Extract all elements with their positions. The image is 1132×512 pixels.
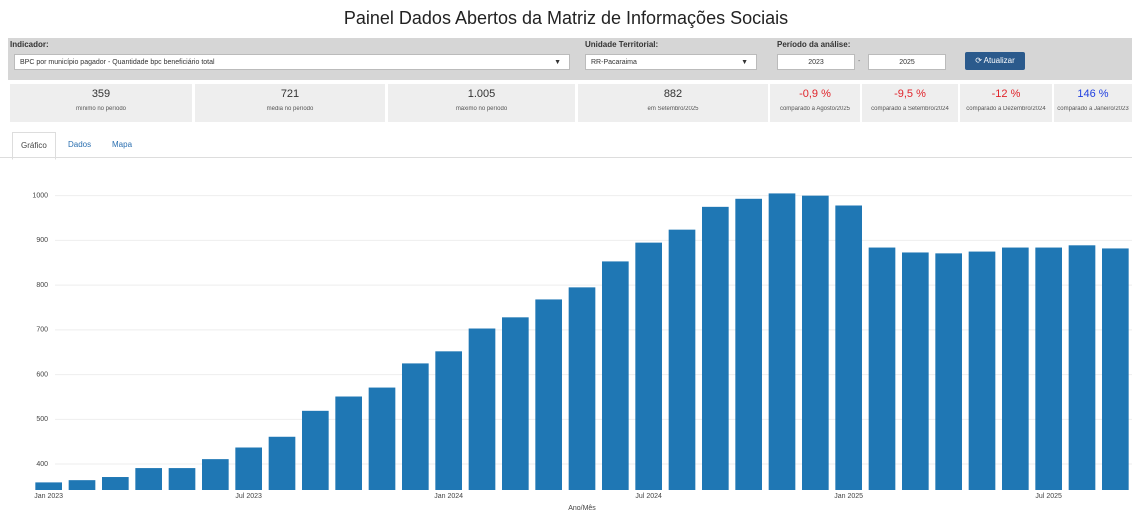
filter-label: Indicador: xyxy=(10,40,49,49)
stat-box: -12 % comparado a Dezembro/2024 xyxy=(960,84,1052,122)
stat-label: média no período xyxy=(266,106,314,112)
stat-label: em Setembro/2025 xyxy=(647,106,699,112)
bar xyxy=(1035,247,1062,490)
bar xyxy=(135,468,162,490)
stat-box: 359 mínimo no período xyxy=(10,84,192,122)
y-tick-label: 800 xyxy=(36,282,48,289)
bar xyxy=(235,447,262,490)
bar xyxy=(802,195,829,491)
stat-label: comparado a Setembro/2024 xyxy=(871,106,949,112)
tab[interactable]: Gráfico xyxy=(12,132,56,160)
x-tick-label: Jul 2023 xyxy=(235,493,262,500)
stat-box: 146 % comparado a Janeiro/2023 xyxy=(1054,84,1132,122)
x-tick-label: Jul 2024 xyxy=(635,493,662,500)
stat-box: -0,9 % comparado a Agosto/2025 xyxy=(770,84,860,122)
territory-select[interactable]: RR-Pacaraima ▼ xyxy=(585,54,757,70)
y-tick-label: 600 xyxy=(36,371,48,378)
bar xyxy=(735,198,762,490)
stat-value: 721 xyxy=(280,88,300,100)
stat-box: 1.005 máximo no período xyxy=(388,84,575,122)
bar xyxy=(35,482,62,490)
period-start[interactable]: 2023 xyxy=(777,54,855,70)
x-tick-label: Jan 2023 xyxy=(34,493,63,500)
stat-label: comparado a Agosto/2025 xyxy=(779,106,851,112)
stat-value: 359 xyxy=(91,88,111,100)
bar xyxy=(268,436,296,490)
select-value: RR-Pacaraima xyxy=(591,59,637,66)
stat-value: 146 % xyxy=(1077,88,1109,100)
bar xyxy=(402,363,429,490)
select-value: BPC por município pagador - Quantidade b… xyxy=(20,59,215,66)
stat-value: -12 % xyxy=(991,88,1021,100)
period-sep: - xyxy=(858,58,861,65)
dropdown-arrow: ▼ xyxy=(741,59,748,66)
filter-label: Período da análise: xyxy=(777,40,851,49)
bar xyxy=(335,396,362,490)
bar xyxy=(102,477,129,490)
bar xyxy=(968,251,996,490)
indicator-select[interactable]: BPC por município pagador - Quantidade b… xyxy=(14,54,570,70)
stat-label: mínimo no período xyxy=(75,106,127,112)
bar xyxy=(635,242,662,490)
bar xyxy=(368,387,396,490)
bar xyxy=(68,480,96,490)
y-tick-label: 700 xyxy=(36,327,48,334)
filter-label: Unidade Territorial: xyxy=(585,40,659,49)
bar xyxy=(868,247,896,490)
bar xyxy=(535,299,562,490)
bar xyxy=(168,468,196,490)
stat-box: -9,5 % comparado a Setembro/2024 xyxy=(862,84,958,122)
bar xyxy=(202,459,229,490)
stat-label: comparado a Dezembro/2024 xyxy=(966,106,1046,112)
bar xyxy=(835,205,862,490)
bar xyxy=(602,261,629,490)
bar xyxy=(502,317,529,490)
update-button[interactable]: ⟳ Atualizar xyxy=(965,52,1025,70)
tab[interactable]: Mapa xyxy=(112,140,133,149)
tab[interactable]: Dados xyxy=(68,140,92,149)
tab-line xyxy=(0,157,1132,158)
x-tick-label: Jan 2024 xyxy=(434,493,463,500)
x-tick-label: Jul 2025 xyxy=(1035,493,1062,500)
stat-label: comparado a Janeiro/2023 xyxy=(1057,106,1129,112)
bar xyxy=(902,252,929,490)
stat-value: 1.005 xyxy=(467,88,496,100)
x-axis-label: Ano/Mês xyxy=(568,505,596,512)
y-tick-label: 400 xyxy=(36,461,48,468)
page-title: Painel Dados Abertos da Matriz de Inform… xyxy=(343,8,789,28)
stat-value: -0,9 % xyxy=(799,88,831,100)
bar xyxy=(568,287,596,490)
bar xyxy=(935,253,962,490)
dropdown-arrow: ▼ xyxy=(554,59,561,66)
bar xyxy=(1102,248,1129,490)
bar xyxy=(468,328,496,490)
bar xyxy=(702,206,729,490)
stat-value: 882 xyxy=(663,88,683,100)
stat-value: -9,5 % xyxy=(894,88,926,100)
bar xyxy=(1068,245,1096,490)
bar xyxy=(1002,247,1029,490)
stat-label: máximo no período xyxy=(455,106,508,112)
stat-box: 882 em Setembro/2025 xyxy=(578,84,768,122)
y-tick-label: 500 xyxy=(36,416,48,423)
period-end[interactable]: 2025 xyxy=(868,54,946,70)
button-label: Atualizar xyxy=(983,56,1015,65)
chart: 400 500 600 700 800 900 1000 Jan 2023 Jul 2023 Ja… xyxy=(32,193,1132,512)
bar xyxy=(435,351,462,490)
bar xyxy=(768,193,796,490)
y-tick-label: 900 xyxy=(36,237,48,244)
bar xyxy=(668,229,696,490)
x-tick-label: Jan 2025 xyxy=(834,493,863,500)
y-tick-label: 1000 xyxy=(32,193,48,200)
stat-box: 721 média no período xyxy=(195,84,385,122)
bar xyxy=(302,410,329,490)
